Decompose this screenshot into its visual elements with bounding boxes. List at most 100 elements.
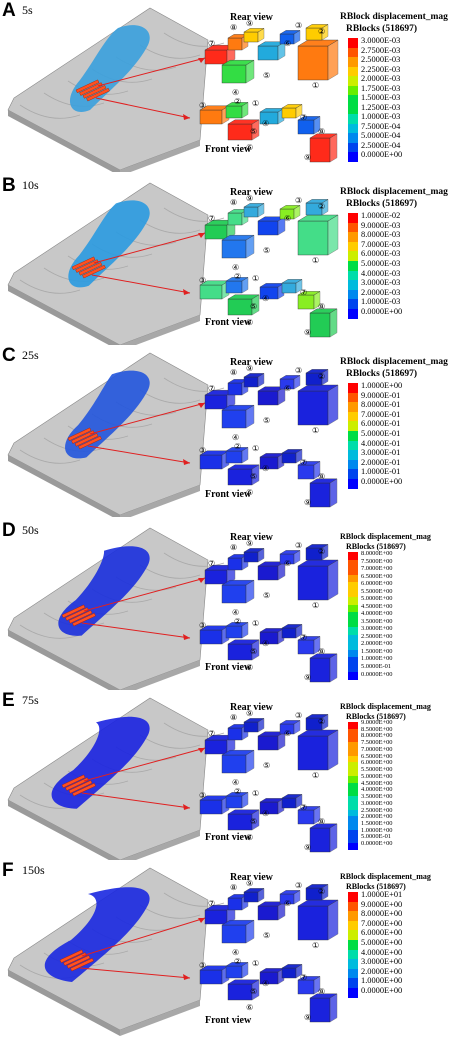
legend-tick: 1.0000E-01 xyxy=(361,467,401,477)
block-id-label: ④ xyxy=(262,809,269,818)
legend-swatch xyxy=(348,567,358,575)
legend-swatch xyxy=(348,809,358,817)
legend-swatch xyxy=(348,930,358,940)
time-label: 150s xyxy=(22,863,45,877)
legend-tick: 6.5000E+00 xyxy=(361,572,393,580)
block-id-label: ⑦ xyxy=(300,803,307,812)
red-block xyxy=(66,955,91,969)
legend-tick: 9.0000E-01 xyxy=(361,390,401,400)
legend-swatch xyxy=(348,664,358,673)
legend-tick: 9.0000E+00 xyxy=(361,719,393,726)
pointer-arrows xyxy=(79,917,206,980)
rear-view-blocks xyxy=(204,714,339,774)
front-view-blocks xyxy=(199,277,338,338)
pointer-arrows xyxy=(91,232,206,295)
pointer-arrows xyxy=(87,402,206,465)
block-id-label: ② xyxy=(234,957,241,966)
block-id-label: ⑥ xyxy=(246,318,253,327)
legend-swatch xyxy=(348,213,358,223)
legend-swatch xyxy=(348,299,358,309)
legend-swatch xyxy=(348,657,358,665)
legend-tick: 1.0000E+01 xyxy=(361,890,403,899)
legend-subtitle: RBlocks (518697) xyxy=(346,24,417,34)
block-id-label: ⑤ xyxy=(250,472,257,481)
legend-swatch xyxy=(348,142,358,153)
legend-swatch xyxy=(348,836,358,844)
panel-c: ① ② ③ ④ ⑤ ⑥ ⑦ ⑧ ⑨ ① ② ③ ④ ⑤ ⑥ ⑦ ⑧ ⑨ C 25s Rear view Front vie… xyxy=(0,345,457,517)
red-block xyxy=(78,435,102,450)
block-id-label: ⑦ xyxy=(208,384,215,393)
rear-view-label: Rear view xyxy=(230,357,273,368)
legend-swatch xyxy=(348,289,358,300)
legend-tick: 4.5000E+00 xyxy=(361,602,393,610)
legend-tick: 4.0000E-03 xyxy=(361,268,401,278)
panel-label: A xyxy=(2,0,16,21)
legend-swatch xyxy=(348,816,358,824)
legend-swatch xyxy=(348,769,358,776)
legend-swatch xyxy=(348,619,358,628)
legend-tick: 5.0000E+00 xyxy=(361,595,393,603)
legend-tick: 2.5000E+00 xyxy=(361,806,393,814)
block-id-label: ② xyxy=(234,442,241,451)
front-view-label: Front view xyxy=(205,662,252,673)
legend-tick: 2.0000E+00 xyxy=(361,640,393,648)
front-view-blocks xyxy=(199,102,338,163)
red-block xyxy=(86,87,110,102)
legend-subtitle: RBlocks (518697) xyxy=(346,369,417,379)
block-id-label: ⑤ xyxy=(250,302,257,311)
legend-swatch xyxy=(348,574,358,583)
legend-swatch xyxy=(348,421,358,431)
block-id-label: ⑧ xyxy=(230,198,237,207)
legend-colorbar xyxy=(348,383,358,489)
block-id-label: ③ xyxy=(199,791,206,800)
legend-swatch xyxy=(348,978,358,988)
legend-tick: 2.7500E-03 xyxy=(361,45,401,55)
block-id-label: ⑤ xyxy=(263,591,270,600)
red-block xyxy=(75,259,99,273)
legend-tick: 7.5000E+00 xyxy=(361,739,393,747)
legend-swatch xyxy=(348,939,358,950)
rear-view-blocks xyxy=(204,544,339,604)
legend-tick: 0.0000E+00 xyxy=(361,840,393,848)
front-view-blocks xyxy=(199,447,338,508)
red-block xyxy=(70,957,94,972)
block-id-label: ⑨ xyxy=(304,153,311,162)
block-id-label: ① xyxy=(312,941,319,950)
block-id-label: ③ xyxy=(199,446,206,455)
block-id-label: ⑨ xyxy=(246,364,253,373)
legend-tick: 6.0000E+00 xyxy=(361,580,393,588)
legend-tick: 5.5000E+00 xyxy=(361,766,393,774)
legend-swatch xyxy=(348,612,358,620)
legend-tick: 8.0000E-01 xyxy=(361,400,401,410)
legend-swatch xyxy=(348,57,358,67)
legend-tick-labels: 1.0000E+00 9.0000E-01 8.0000E-01 7.0000E-01… xyxy=(361,381,402,487)
legend-tick: 0.0000E+00 xyxy=(361,476,403,486)
legend-swatch xyxy=(348,308,358,319)
block-id-label: ⑦ xyxy=(300,288,307,297)
legend-tick: 8.0000E+00 xyxy=(361,732,393,740)
rear-view-label: Rear view xyxy=(230,702,273,713)
block-id-label: ① xyxy=(312,771,319,780)
block-id-label: ④ xyxy=(262,294,269,303)
block-id-label: ② xyxy=(234,617,241,626)
legend-subtitle: RBlocks (518697) xyxy=(346,882,406,891)
legend-swatch xyxy=(348,589,358,598)
time-label: 10s xyxy=(22,178,39,192)
legend-tick: 2.5000E-03 xyxy=(361,55,401,65)
red-block xyxy=(82,264,106,279)
block-id-label: ⑥ xyxy=(246,143,253,152)
legend-tick: 2.5000E+00 xyxy=(361,632,393,640)
red-block xyxy=(74,433,99,447)
legend-swatch xyxy=(348,949,358,960)
block-id-label: ⑧ xyxy=(230,883,237,892)
legend-colorbar xyxy=(348,892,358,998)
legend-tick: 2.0000E-03 xyxy=(361,287,401,297)
legend-tick: 4.0000E+00 xyxy=(361,947,403,957)
front-view-blocks xyxy=(199,792,338,853)
front-view-label: Front view xyxy=(205,489,252,500)
red-block xyxy=(72,782,96,797)
legend-tick-labels: 1.0000E-02 9.0000E-03 8.0000E-03 7.0000E-03… xyxy=(361,211,402,317)
legend-tick: 5.0000E+00 xyxy=(361,937,403,947)
block-id-label: ⑥ xyxy=(246,488,253,497)
